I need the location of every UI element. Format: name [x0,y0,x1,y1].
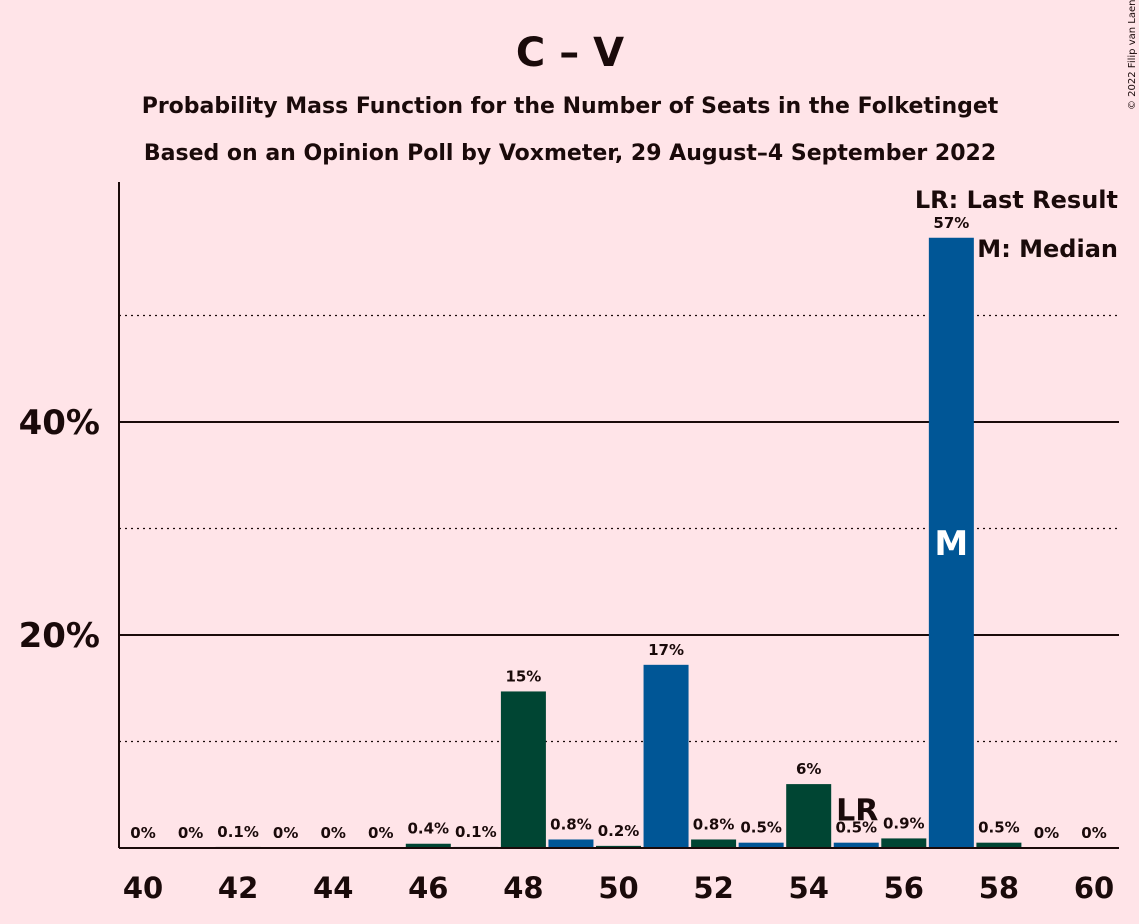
x-tick-label: 52 [693,871,733,905]
x-tick-label: 50 [598,871,638,905]
bar-seat-51 [643,664,689,848]
x-tick-label: 40 [123,871,163,905]
data-label-seat-53: 0.5% [740,819,782,837]
data-label-seat-44: 0% [320,824,345,842]
bar-seat-57 [928,237,974,848]
bar-seat-55 [833,842,879,848]
data-label-seat-56: 0.9% [883,814,925,832]
data-label-seat-50: 0.2% [598,822,640,840]
data-label-seat-41: 0% [178,824,203,842]
data-label-seat-55: 0.5% [835,819,877,837]
chart-title: C – V [516,30,624,76]
x-tick-label: 48 [503,871,543,905]
data-label-seat-40: 0% [130,824,155,842]
x-tick-label: 42 [218,871,258,905]
x-tick-label: 58 [979,871,1019,905]
data-label-seat-48: 15% [505,667,541,685]
x-tick-label: 60 [1074,871,1114,905]
data-label-seat-47: 0.1% [455,823,497,841]
legend-last-result: LR: Last Result [915,186,1118,214]
x-tick-labels: 40 42 44 46 48 50 52 54 56 58 60 [123,871,1114,905]
legend-median: M: Median [977,235,1118,263]
x-tick-label: 54 [789,871,829,905]
y-tick-label: 20% [19,616,100,656]
data-label-seat-60: 0% [1081,824,1106,842]
bar-seat-46 [405,843,451,848]
copyright-notice: © 2022 Filip van Laenen [1127,0,1138,110]
data-label-seat-46: 0.4% [407,820,449,838]
y-tick-labels: 20% 40% [19,403,100,656]
bar-seat-48 [500,691,546,848]
bar-seat-54 [786,784,832,848]
y-tick-label: 40% [19,403,100,443]
data-label-seat-51: 17% [648,641,684,659]
median-marker: M [934,524,968,564]
x-tick-label: 46 [408,871,448,905]
bars [215,237,1022,848]
data-label-seat-43: 0% [273,824,298,842]
x-tick-label: 44 [313,871,353,905]
bar-seat-49 [548,839,594,848]
bar-seat-50 [596,845,641,848]
bar-seat-52 [691,839,737,848]
x-tick-label: 56 [884,871,924,905]
chart-subtitle-1: Probability Mass Function for the Number… [142,94,999,119]
data-label-seat-58: 0.5% [978,819,1020,837]
bar-seat-56 [881,838,927,848]
data-label-seat-54: 6% [796,760,821,778]
chart-subtitle-2: Based on an Opinion Poll by Voxmeter, 29… [144,141,996,166]
data-label-seat-42: 0.1% [217,823,259,841]
data-labels: 0% 0% 0.1% 0% 0% 0% 0.4% 0.1% 15% 0.8% 0.2% 17% 0.8%… [130,214,1106,842]
last-result-marker: LR [836,794,878,829]
data-label-seat-49: 0.8% [550,815,592,833]
data-label-seat-59: 0% [1034,824,1059,842]
bar-seat-58 [976,842,1022,848]
data-label-seat-57: 57% [933,214,969,232]
data-label-seat-45: 0% [368,824,393,842]
bar-seat-53 [738,842,784,848]
data-label-seat-52: 0.8% [693,815,735,833]
